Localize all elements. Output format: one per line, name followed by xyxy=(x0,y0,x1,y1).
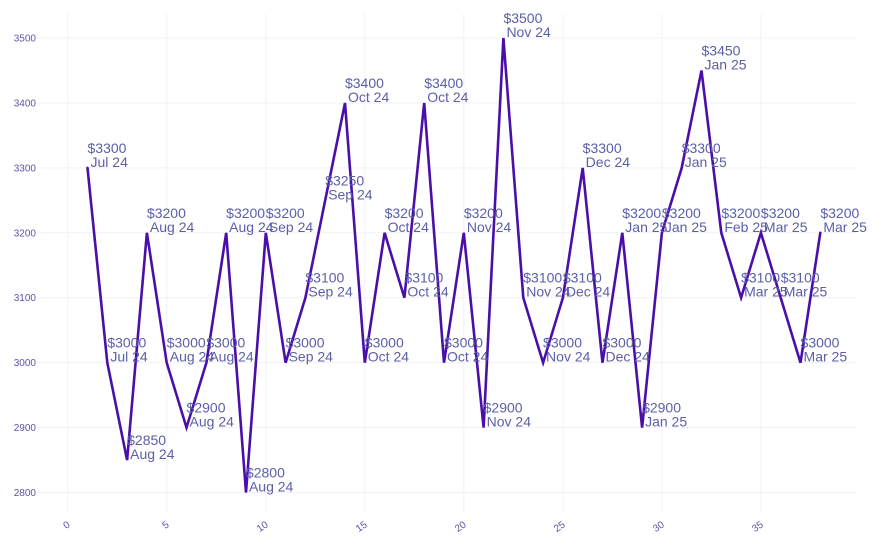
month-label: Mar 25 xyxy=(784,284,828,300)
price-label: $3000 xyxy=(206,335,245,351)
x-tick-label: 10 xyxy=(255,519,271,535)
month-label: Sep 24 xyxy=(308,284,353,300)
price-label: $3300 xyxy=(88,140,127,156)
month-label: Nov 24 xyxy=(546,349,591,365)
price-label: $3300 xyxy=(682,140,721,156)
price-label: $3000 xyxy=(286,335,325,351)
price-label: $2800 xyxy=(246,465,285,481)
price-label: $3200 xyxy=(147,205,186,221)
month-label: Jan 25 xyxy=(625,219,667,235)
price-label: $3450 xyxy=(702,42,741,58)
month-label: Nov 24 xyxy=(467,219,512,235)
price-label: $2900 xyxy=(484,400,523,416)
month-label: Mar 25 xyxy=(823,219,867,235)
price-label: $3200 xyxy=(464,205,503,221)
price-label: $3000 xyxy=(444,335,483,351)
y-axis-ticks: 2800 2900 3000 3100 3200 3300 3400 3500 xyxy=(14,34,37,499)
month-label: Oct 24 xyxy=(427,89,468,105)
month-label: Oct 24 xyxy=(348,89,389,105)
month-label: Jan 25 xyxy=(685,154,727,170)
month-label: Nov 24 xyxy=(487,414,532,430)
price-label: $2850 xyxy=(127,432,166,448)
month-label: Mar 25 xyxy=(804,349,848,365)
price-label: $3100 xyxy=(741,270,780,286)
y-tick-label: 3000 xyxy=(14,358,37,369)
month-label: Aug 24 xyxy=(229,219,274,235)
price-label: $2900 xyxy=(187,400,226,416)
price-label: $3200 xyxy=(820,205,859,221)
price-label: $3100 xyxy=(305,270,344,286)
month-label: Jan 25 xyxy=(645,414,687,430)
x-tick-label: 35 xyxy=(750,519,766,535)
price-label: $3200 xyxy=(226,205,265,221)
month-label: Nov 24 xyxy=(506,24,551,40)
month-label: Jul 24 xyxy=(110,349,148,365)
x-tick-label: 0 xyxy=(62,519,73,531)
price-label: $3100 xyxy=(563,270,602,286)
month-label: Aug 24 xyxy=(170,349,215,365)
price-label: $3200 xyxy=(266,205,305,221)
month-label: Oct 24 xyxy=(447,349,488,365)
month-label: Feb 25 xyxy=(724,219,768,235)
price-label: $3200 xyxy=(622,205,661,221)
price-label: $3250 xyxy=(325,172,364,188)
month-label: Oct 24 xyxy=(368,349,409,365)
month-label: Nov 24 xyxy=(526,284,571,300)
price-label: $3000 xyxy=(602,335,641,351)
month-label: Jan 25 xyxy=(705,56,747,72)
x-tick-label: 25 xyxy=(552,519,568,535)
x-tick-label: 20 xyxy=(453,519,469,535)
price-series-line xyxy=(86,37,822,493)
month-label: Aug 24 xyxy=(130,446,175,462)
x-tick-label: 30 xyxy=(651,519,667,535)
month-label: Sep 24 xyxy=(328,186,373,202)
price-label: $3200 xyxy=(721,205,760,221)
month-label: Aug 24 xyxy=(209,349,254,365)
price-label: $3000 xyxy=(801,335,840,351)
month-label: Sep 24 xyxy=(289,349,334,365)
price-label: $3200 xyxy=(662,205,701,221)
month-label: Oct 24 xyxy=(407,284,448,300)
y-tick-label: 2900 xyxy=(14,423,37,434)
price-label: $3100 xyxy=(404,270,443,286)
y-tick-label: 3500 xyxy=(14,34,37,45)
price-label: $3000 xyxy=(543,335,582,351)
price-label: $3000 xyxy=(167,335,206,351)
month-label: Aug 24 xyxy=(249,479,294,495)
month-label: Jul 24 xyxy=(91,154,129,170)
y-tick-label: 3400 xyxy=(14,98,37,109)
price-label: $3500 xyxy=(503,10,542,26)
y-tick-label: 3200 xyxy=(14,228,37,239)
month-label: Jan 25 xyxy=(665,219,707,235)
price-label: $3100 xyxy=(523,270,562,286)
y-tick-label: 3100 xyxy=(14,293,37,304)
month-label: Sep 24 xyxy=(269,219,314,235)
y-tick-label: 3300 xyxy=(14,163,37,174)
price-label: $3400 xyxy=(424,75,463,91)
month-label: Aug 24 xyxy=(190,414,235,430)
month-label: Dec 24 xyxy=(605,349,650,365)
price-label: $3000 xyxy=(107,335,146,351)
month-label: Mar 25 xyxy=(764,219,808,235)
x-axis-ticks: 0 5 10 15 20 25 30 35 xyxy=(62,519,766,535)
x-tick-label: 15 xyxy=(354,519,370,535)
month-label: Dec 24 xyxy=(566,284,611,300)
x-tick-label: 5 xyxy=(161,519,172,531)
y-tick-label: 2800 xyxy=(14,488,37,499)
price-label: $3400 xyxy=(345,75,384,91)
month-label: Dec 24 xyxy=(586,154,631,170)
price-label: $3000 xyxy=(365,335,404,351)
price-label: $2900 xyxy=(642,400,681,416)
price-label: $3100 xyxy=(781,270,820,286)
price-label: $3200 xyxy=(385,205,424,221)
month-label: Aug 24 xyxy=(150,219,195,235)
month-label: Mar 25 xyxy=(744,284,788,300)
price-label: $3300 xyxy=(583,140,622,156)
price-label: $3200 xyxy=(761,205,800,221)
month-label: Oct 24 xyxy=(388,219,429,235)
grid xyxy=(38,14,856,512)
